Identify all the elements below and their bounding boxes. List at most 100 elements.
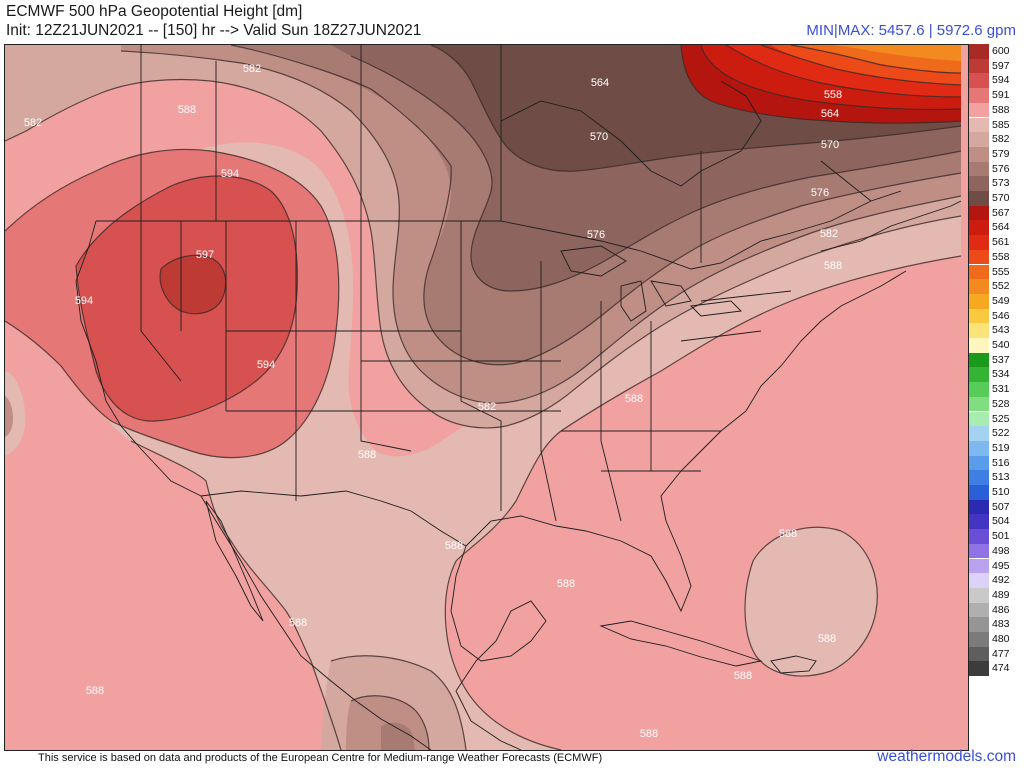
contour-label: 588 xyxy=(178,104,196,116)
contour-label: 588 xyxy=(824,260,842,272)
colorbar-level: 510 xyxy=(969,485,1021,500)
colorbar-label: 585 xyxy=(992,118,1010,131)
colorbar-level: 513 xyxy=(969,470,1021,485)
colorbar-level: 483 xyxy=(969,617,1021,632)
colorbar-swatch xyxy=(969,264,989,280)
colorbar-swatch xyxy=(969,411,989,427)
colorbar-label: 543 xyxy=(992,324,1010,337)
contour-label: 588 xyxy=(557,578,575,590)
colorbar-swatch xyxy=(969,382,989,397)
colorbar-label: 483 xyxy=(992,618,1010,631)
colorbar-level: 492 xyxy=(969,573,1021,588)
colorbar-swatch xyxy=(969,558,989,574)
colorbar-label: 474 xyxy=(992,662,1010,675)
colorbar-swatch xyxy=(969,88,989,103)
colorbar-swatch xyxy=(969,485,989,500)
contour-label: 564 xyxy=(591,77,609,89)
colorbar-swatch xyxy=(969,338,989,353)
colorbar-level: 522 xyxy=(969,426,1021,441)
contour-label: 582 xyxy=(24,117,42,129)
colorbar-swatch xyxy=(969,220,989,236)
contour-label-layer: 582 588 582 594 597 594 594 582 588 588 588 588 588 5… xyxy=(24,63,842,740)
contour-label: 594 xyxy=(75,295,93,307)
colorbar-swatch xyxy=(969,396,989,412)
colorbar-swatch xyxy=(969,58,989,74)
colorbar-label: 591 xyxy=(992,89,1010,102)
contour-label: 594 xyxy=(257,359,275,371)
colorbar-level: 573 xyxy=(969,176,1021,191)
colorbar-swatch xyxy=(969,470,989,485)
colorbar-level: 486 xyxy=(969,602,1021,618)
colorbar-label: 582 xyxy=(992,133,1010,146)
colorbar-level: 477 xyxy=(969,646,1021,662)
contour-lines xyxy=(5,45,962,750)
colorbar-swatch xyxy=(969,455,989,471)
colorbar-label: 522 xyxy=(992,427,1010,440)
height-colorbar: 600 597 594 591 588 585 582 579 576 573 570 567 564 5… xyxy=(969,44,1021,721)
colorbar-label: 540 xyxy=(992,339,1010,351)
colorbar-label: 480 xyxy=(992,633,1010,645)
region-fill-597 xyxy=(160,255,226,314)
colorbar-level: 549 xyxy=(969,293,1021,309)
colorbar-swatch xyxy=(969,367,989,383)
colorbar-swatch xyxy=(969,146,989,162)
colorbar-level: 540 xyxy=(969,338,1021,353)
contour-label: 582 xyxy=(478,401,496,413)
colorbar-label: 600 xyxy=(992,45,1010,57)
colorbar-label: 534 xyxy=(992,368,1010,381)
colorbar-label: 555 xyxy=(992,265,1010,278)
contour-label: 597 xyxy=(196,249,214,261)
chart-title: ECMWF 500 hPa Geopotential Height [dm] xyxy=(6,3,303,20)
colorbar-swatch xyxy=(969,440,989,456)
contour-label: 582 xyxy=(820,228,838,240)
colorbar-level: 576 xyxy=(969,161,1021,177)
colorbar-label: 570 xyxy=(992,192,1010,204)
colorbar-level: 582 xyxy=(969,132,1021,147)
colorbar-swatch xyxy=(969,426,989,441)
colorbar-swatch xyxy=(969,543,989,559)
colorbar-swatch xyxy=(969,293,989,309)
colorbar-swatch xyxy=(969,191,989,206)
colorbar-label: 477 xyxy=(992,647,1010,660)
chart-title-block: ECMWF 500 hPa Geopotential Height [dm] I… xyxy=(6,2,421,40)
colorbar-level: 552 xyxy=(969,279,1021,294)
colorbar-level: 498 xyxy=(969,543,1021,559)
colorbar-level: 519 xyxy=(969,440,1021,456)
colorbar-label: 489 xyxy=(992,588,1010,601)
map-panel[interactable]: 582 588 582 594 597 594 594 582 588 588 588 588 588 5… xyxy=(4,44,969,751)
colorbar-label: 537 xyxy=(992,353,1010,366)
colorbar-label: 567 xyxy=(992,206,1010,219)
colorbar-label: 492 xyxy=(992,574,1010,587)
colorbar-label: 516 xyxy=(992,456,1010,469)
colorbar-swatch xyxy=(969,249,989,265)
colorbar-label: 498 xyxy=(992,544,1010,557)
colorbar-level: 543 xyxy=(969,323,1021,338)
colorbar-label: 564 xyxy=(992,221,1010,234)
colorbar-label: 504 xyxy=(992,515,1010,528)
colorbar-swatch xyxy=(969,323,989,338)
height-map: 582 588 582 594 597 594 594 582 588 588 588 588 588 5… xyxy=(5,45,968,750)
colorbar-level: 474 xyxy=(969,661,1021,677)
contour-label: 570 xyxy=(590,131,608,143)
colorbar-level: 561 xyxy=(969,235,1021,250)
colorbar-level: 588 xyxy=(969,102,1021,118)
colorbar-level: 480 xyxy=(969,632,1021,647)
colorbar-swatch xyxy=(969,176,989,191)
colorbar-level: 564 xyxy=(969,220,1021,236)
colorbar-swatch xyxy=(969,132,989,147)
contour-label: 588 xyxy=(86,685,104,697)
colorbar-label: 531 xyxy=(992,383,1010,396)
colorbar-swatch xyxy=(969,117,989,133)
colorbar-label: 507 xyxy=(992,500,1010,513)
contour-label: 576 xyxy=(587,229,605,241)
colorbar-swatch xyxy=(969,573,989,588)
colorbar-level: 501 xyxy=(969,529,1021,544)
colorbar-level: 597 xyxy=(969,58,1021,74)
contour-label: 564 xyxy=(821,108,839,120)
brand-link[interactable]: weathermodels.com xyxy=(877,748,1016,765)
contour-label: 588 xyxy=(734,670,752,682)
contour-label: 582 xyxy=(243,63,261,75)
colorbar-swatch xyxy=(969,529,989,544)
colorbar-label: 561 xyxy=(992,236,1010,249)
colorbar-label: 573 xyxy=(992,177,1010,190)
